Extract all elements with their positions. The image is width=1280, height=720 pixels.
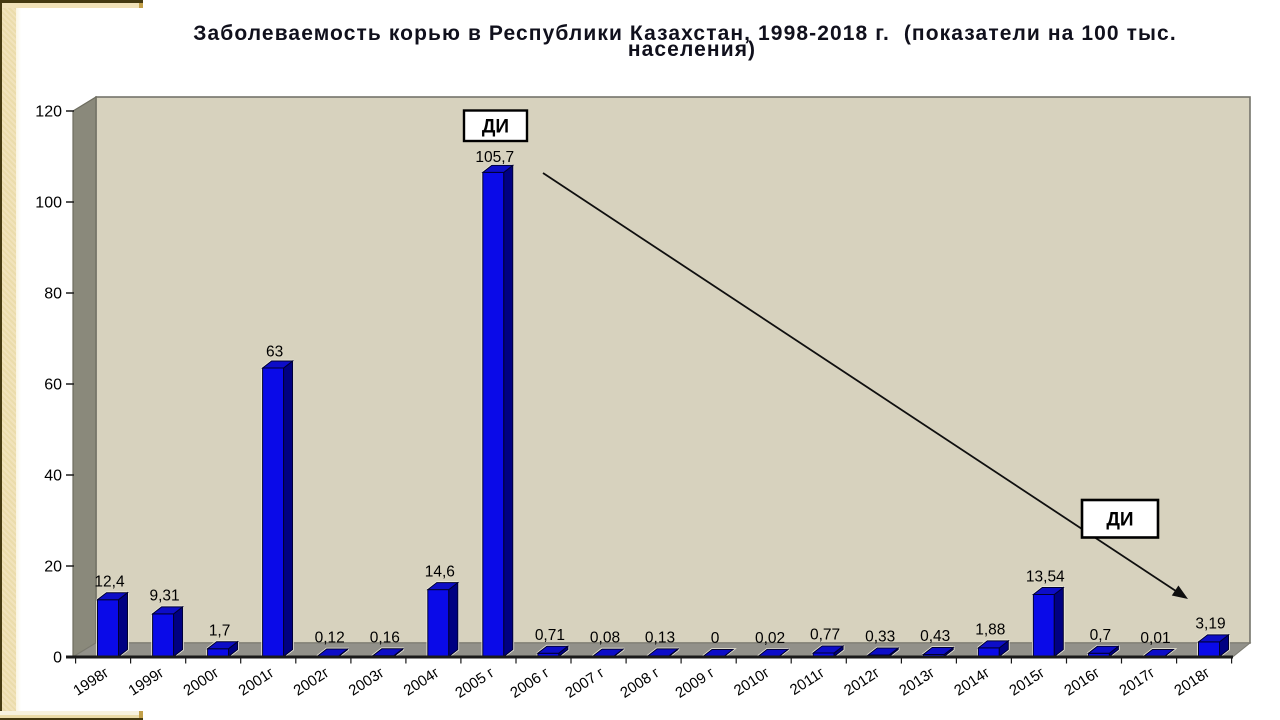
svg-text:100: 100: [35, 195, 62, 212]
svg-text:2013г: 2013г: [896, 664, 938, 700]
svg-text:0,43: 0,43: [920, 628, 950, 645]
svg-text:2008 г: 2008 г: [617, 664, 663, 702]
svg-text:2003г: 2003г: [346, 664, 388, 700]
svg-text:0,01: 0,01: [1140, 630, 1170, 647]
svg-text:0,7: 0,7: [1090, 627, 1112, 644]
svg-text:63: 63: [266, 343, 283, 360]
svg-text:0: 0: [711, 630, 720, 647]
svg-text:1,88: 1,88: [975, 621, 1005, 638]
svg-text:1,7: 1,7: [209, 622, 231, 639]
svg-text:2001г: 2001г: [236, 664, 278, 700]
svg-text:105,7: 105,7: [475, 149, 514, 166]
svg-text:0,77: 0,77: [810, 627, 840, 644]
svg-text:13,54: 13,54: [1026, 568, 1065, 585]
svg-text:2015г: 2015г: [1006, 664, 1048, 700]
svg-text:0,71: 0,71: [535, 627, 565, 644]
svg-text:2012г: 2012г: [841, 664, 883, 700]
svg-text:20: 20: [44, 559, 62, 576]
svg-text:2014г: 2014г: [951, 664, 993, 700]
svg-text:2018г: 2018г: [1171, 664, 1213, 700]
svg-text:9,31: 9,31: [150, 588, 180, 605]
svg-text:0,02: 0,02: [755, 630, 785, 647]
svg-text:1998г: 1998г: [70, 664, 112, 700]
svg-text:2007 г: 2007 г: [562, 664, 608, 702]
svg-text:1999г: 1999г: [125, 664, 167, 700]
svg-text:0,13: 0,13: [645, 629, 675, 646]
svg-text:0,16: 0,16: [370, 629, 400, 646]
svg-text:2010г: 2010г: [731, 664, 773, 700]
svg-text:80: 80: [44, 286, 62, 303]
svg-text:2002г: 2002г: [291, 664, 333, 700]
svg-text:12,4: 12,4: [94, 574, 125, 591]
svg-text:2011г: 2011г: [787, 664, 828, 699]
svg-text:3,19: 3,19: [1195, 616, 1225, 633]
svg-text:0,12: 0,12: [315, 630, 345, 647]
svg-text:2006 г: 2006 г: [507, 664, 553, 702]
svg-text:0,33: 0,33: [865, 629, 895, 646]
svg-text:14,6: 14,6: [425, 564, 455, 581]
svg-text:0,08: 0,08: [590, 630, 620, 647]
svg-text:60: 60: [44, 377, 62, 394]
svg-text:120: 120: [35, 104, 62, 121]
svg-text:2005 г: 2005 г: [452, 664, 498, 702]
svg-text:2017г: 2017г: [1116, 664, 1158, 700]
svg-text:40: 40: [44, 468, 62, 485]
svg-text:2016г: 2016г: [1061, 664, 1103, 700]
svg-text:ДИ: ДИ: [1106, 510, 1133, 531]
svg-text:2000г: 2000г: [180, 664, 222, 700]
svg-text:2004г: 2004г: [401, 664, 443, 700]
svg-text:ДИ: ДИ: [482, 117, 509, 138]
svg-text:0: 0: [53, 650, 62, 667]
svg-text:2009 г: 2009 г: [672, 664, 718, 702]
